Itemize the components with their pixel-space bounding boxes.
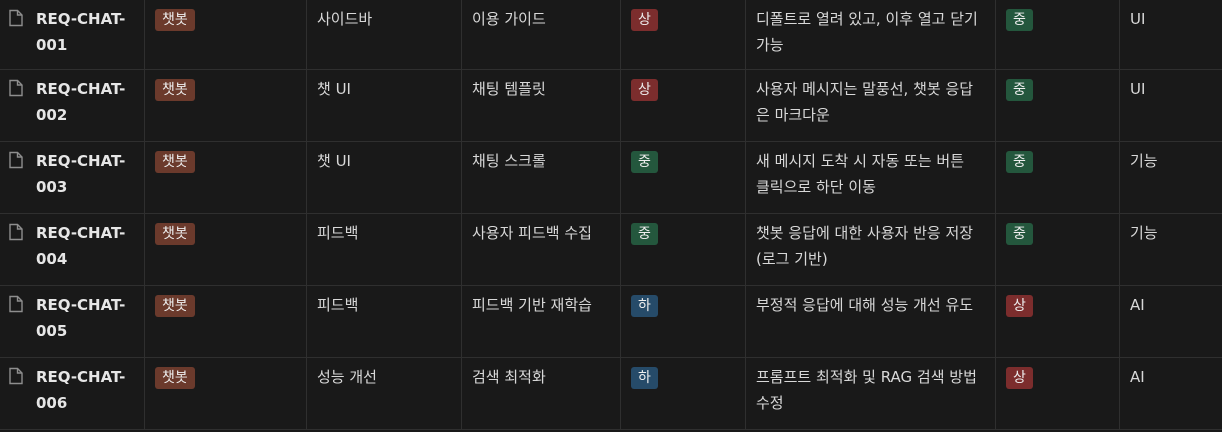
difficulty-cell[interactable]: 중	[996, 142, 1120, 213]
page-icon[interactable]	[8, 151, 24, 169]
page-icon[interactable]	[8, 79, 24, 97]
type-cell[interactable]: 챗봇	[145, 214, 307, 285]
difficulty-cell[interactable]: 상	[996, 286, 1120, 357]
type-tag: 챗봇	[155, 367, 195, 389]
category-cell[interactable]: 피드백	[307, 214, 462, 285]
type-cell[interactable]: 챗봇	[145, 70, 307, 141]
req-id[interactable]: REQ-CHAT-001	[36, 10, 126, 54]
priority-tag: 상	[631, 9, 658, 31]
difficulty-tag: 중	[1006, 9, 1033, 31]
description-cell[interactable]: 부정적 응답에 대해 성능 개선 유도	[746, 286, 996, 357]
difficulty-cell[interactable]: 중	[996, 214, 1120, 285]
req-id[interactable]: REQ-CHAT-002	[36, 80, 126, 124]
priority-cell[interactable]: 하	[621, 358, 746, 429]
description-cell[interactable]: 새 메시지 도착 시 자동 또는 버튼 클릭으로 하단 이동	[746, 142, 996, 213]
description-cell[interactable]: 프롬프트 최적화 및 RAG 검색 방법 수정	[746, 358, 996, 429]
type-tag: 챗봇	[155, 151, 195, 173]
priority-cell[interactable]: 중	[621, 214, 746, 285]
id-cell[interactable]: REQ-CHAT-003	[0, 142, 145, 213]
priority-cell[interactable]: 하	[621, 286, 746, 357]
kind-cell[interactable]: 기능	[1130, 224, 1158, 242]
difficulty-cell[interactable]: 상	[996, 358, 1120, 429]
difficulty-tag: 중	[1006, 223, 1033, 245]
id-cell[interactable]: REQ-CHAT-005	[0, 286, 145, 357]
category-cell[interactable]: 사이드바	[307, 0, 462, 69]
kind-cell[interactable]: UI	[1130, 10, 1146, 28]
title-cell[interactable]: 이용 가이드	[462, 0, 621, 69]
priority-tag: 중	[631, 151, 658, 173]
type-cell[interactable]: 챗봇	[145, 286, 307, 357]
category-cell[interactable]: 성능 개선	[307, 358, 462, 429]
title-cell[interactable]: 채팅 템플릿	[462, 70, 621, 141]
type-tag: 챗봇	[155, 295, 195, 317]
priority-tag: 하	[631, 367, 658, 389]
difficulty-tag: 중	[1006, 79, 1033, 101]
title-cell[interactable]: 채팅 스크롤	[462, 142, 621, 213]
page-icon[interactable]	[8, 9, 24, 27]
table-row[interactable]: REQ-CHAT-005 챗봇 피드백 피드백 기반 재학습 하 부정적 응답에…	[0, 286, 1222, 358]
category-cell[interactable]: 챗 UI	[307, 70, 462, 141]
title-cell[interactable]: 피드백 기반 재학습	[462, 286, 621, 357]
kind-cell[interactable]: 기능	[1130, 152, 1158, 170]
difficulty-tag: 중	[1006, 151, 1033, 173]
type-cell[interactable]: 챗봇	[145, 142, 307, 213]
type-tag: 챗봇	[155, 223, 195, 245]
req-id[interactable]: REQ-CHAT-003	[36, 152, 126, 196]
id-cell[interactable]: REQ-CHAT-006	[0, 358, 145, 429]
difficulty-tag: 상	[1006, 367, 1033, 389]
page-icon[interactable]	[8, 295, 24, 313]
priority-cell[interactable]: 상	[621, 0, 746, 69]
title-cell[interactable]: 검색 최적화	[462, 358, 621, 429]
table-row[interactable]: REQ-CHAT-002 챗봇 챗 UI 채팅 템플릿 상 사용자 메시지는 말…	[0, 70, 1222, 142]
difficulty-cell[interactable]: 중	[996, 0, 1120, 69]
kind-cell[interactable]: AI	[1130, 296, 1145, 314]
category-cell[interactable]: 챗 UI	[307, 142, 462, 213]
req-id[interactable]: REQ-CHAT-004	[36, 224, 126, 268]
id-cell[interactable]: REQ-CHAT-002	[0, 70, 145, 141]
difficulty-cell[interactable]: 중	[996, 70, 1120, 141]
id-cell[interactable]: REQ-CHAT-001	[0, 0, 145, 69]
page-icon[interactable]	[8, 223, 24, 241]
kind-cell[interactable]: AI	[1130, 368, 1145, 386]
difficulty-tag: 상	[1006, 295, 1033, 317]
type-tag: 챗봇	[155, 79, 195, 101]
table-row[interactable]: REQ-CHAT-001 챗봇 사이드바 이용 가이드 상 디폴트로 열려 있고…	[0, 0, 1222, 70]
req-id[interactable]: REQ-CHAT-006	[36, 368, 126, 412]
priority-cell[interactable]: 중	[621, 142, 746, 213]
kind-cell[interactable]: UI	[1130, 80, 1146, 98]
priority-tag: 중	[631, 223, 658, 245]
table-row[interactable]: REQ-CHAT-003 챗봇 챗 UI 채팅 스크롤 중 새 메시지 도착 시…	[0, 142, 1222, 214]
priority-tag: 상	[631, 79, 658, 101]
priority-cell[interactable]: 상	[621, 70, 746, 141]
req-id[interactable]: REQ-CHAT-005	[36, 296, 126, 340]
category-cell[interactable]: 피드백	[307, 286, 462, 357]
type-cell[interactable]: 챗봇	[145, 0, 307, 69]
type-cell[interactable]: 챗봇	[145, 358, 307, 429]
description-cell[interactable]: 챗봇 응답에 대한 사용자 반응 저장 (로그 기반)	[746, 214, 996, 285]
page-icon[interactable]	[8, 367, 24, 385]
description-cell[interactable]: 사용자 메시지는 말풍선, 챗봇 응답은 마크다운	[746, 70, 996, 141]
title-cell[interactable]: 사용자 피드백 수집	[462, 214, 621, 285]
table-row[interactable]: REQ-CHAT-006 챗봇 성능 개선 검색 최적화 하 프롬프트 최적화 …	[0, 358, 1222, 430]
id-cell[interactable]: REQ-CHAT-004	[0, 214, 145, 285]
description-cell[interactable]: 디폴트로 열려 있고, 이후 열고 닫기 가능	[746, 0, 996, 69]
priority-tag: 하	[631, 295, 658, 317]
table-row[interactable]: REQ-CHAT-004 챗봇 피드백 사용자 피드백 수집 중 챗봇 응답에 …	[0, 214, 1222, 286]
type-tag: 챗봇	[155, 9, 195, 31]
